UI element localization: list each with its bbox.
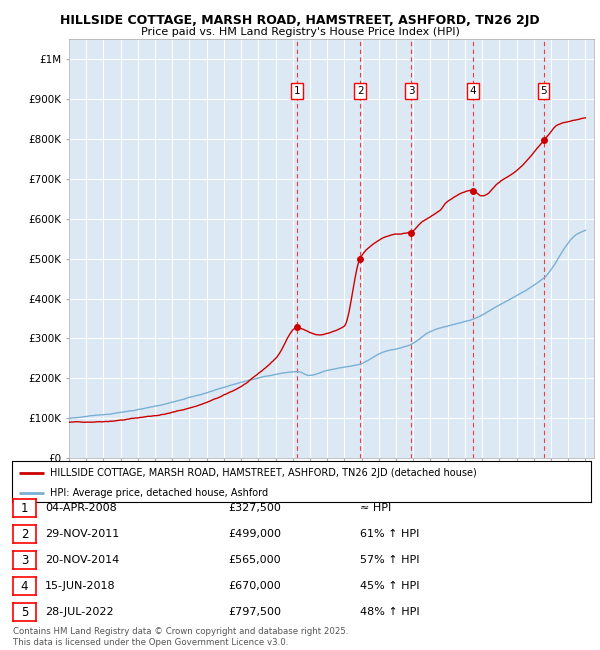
- Text: HILLSIDE COTTAGE, MARSH ROAD, HAMSTREET, ASHFORD, TN26 2JD: HILLSIDE COTTAGE, MARSH ROAD, HAMSTREET,…: [60, 14, 540, 27]
- Text: 4: 4: [469, 86, 476, 96]
- Text: Price paid vs. HM Land Registry's House Price Index (HPI): Price paid vs. HM Land Registry's House …: [140, 27, 460, 37]
- Text: 2: 2: [21, 528, 28, 541]
- Text: £797,500: £797,500: [228, 607, 281, 618]
- Text: 3: 3: [21, 554, 28, 567]
- Text: 61% ↑ HPI: 61% ↑ HPI: [360, 529, 419, 539]
- Text: 4: 4: [21, 580, 28, 593]
- Text: 57% ↑ HPI: 57% ↑ HPI: [360, 555, 419, 566]
- Text: £499,000: £499,000: [228, 529, 281, 539]
- Text: 3: 3: [408, 86, 415, 96]
- Text: 1: 1: [294, 86, 301, 96]
- Text: 04-APR-2008: 04-APR-2008: [45, 503, 117, 514]
- Text: 20-NOV-2014: 20-NOV-2014: [45, 555, 119, 566]
- Text: 2: 2: [357, 86, 364, 96]
- Text: 45% ↑ HPI: 45% ↑ HPI: [360, 581, 419, 592]
- Text: 5: 5: [540, 86, 547, 96]
- Text: 29-NOV-2011: 29-NOV-2011: [45, 529, 119, 539]
- Text: £670,000: £670,000: [228, 581, 281, 592]
- Text: Contains HM Land Registry data © Crown copyright and database right 2025.
This d: Contains HM Land Registry data © Crown c…: [13, 627, 349, 647]
- Text: HILLSIDE COTTAGE, MARSH ROAD, HAMSTREET, ASHFORD, TN26 2JD (detached house): HILLSIDE COTTAGE, MARSH ROAD, HAMSTREET,…: [50, 468, 476, 478]
- Text: 28-JUL-2022: 28-JUL-2022: [45, 607, 113, 618]
- Text: ≈ HPI: ≈ HPI: [360, 503, 391, 514]
- Text: HPI: Average price, detached house, Ashford: HPI: Average price, detached house, Ashf…: [50, 488, 268, 498]
- Text: £565,000: £565,000: [228, 555, 281, 566]
- Text: 1: 1: [21, 502, 28, 515]
- Text: 5: 5: [21, 606, 28, 619]
- Text: 15-JUN-2018: 15-JUN-2018: [45, 581, 116, 592]
- Text: 48% ↑ HPI: 48% ↑ HPI: [360, 607, 419, 618]
- Text: £327,500: £327,500: [228, 503, 281, 514]
